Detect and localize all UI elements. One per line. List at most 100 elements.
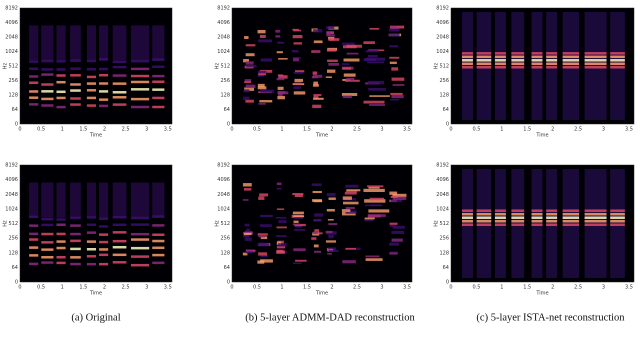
spectral-band	[313, 40, 323, 44]
spectral-band	[245, 228, 251, 233]
y-tick-label: 4096	[5, 20, 18, 26]
spectral-band	[610, 62, 625, 66]
x-tick-label: 1.5	[303, 285, 311, 291]
spectral-band	[130, 232, 150, 236]
spectral-band	[130, 216, 150, 220]
spectral-band	[328, 38, 334, 41]
y-tick-label: 256	[439, 78, 449, 84]
spectral-band	[341, 93, 358, 96]
spectral-band	[476, 216, 492, 219]
spectral-band	[277, 42, 285, 44]
y-tick-label: 1024	[436, 206, 449, 212]
spectrogram-bg	[232, 165, 412, 282]
spectral-band	[367, 214, 386, 217]
spectral-haze	[29, 182, 39, 218]
spectral-band	[494, 59, 506, 62]
spectral-band	[461, 216, 473, 219]
spectral-band	[546, 219, 558, 223]
spectral-band	[56, 246, 66, 250]
spectral-band	[276, 182, 282, 186]
spectral-band	[494, 52, 506, 55]
spectral-band	[277, 74, 284, 77]
spectral-band	[56, 74, 66, 77]
spectral-band	[152, 239, 165, 243]
y-tick-label: 2048	[217, 192, 230, 198]
spectral-band	[56, 80, 66, 84]
spectral-band	[99, 67, 109, 71]
spectral-band	[292, 262, 302, 265]
spectral-band	[29, 75, 39, 78]
spectral-band	[313, 231, 318, 234]
y-tick-label: 0	[446, 280, 449, 286]
spectral-band	[29, 224, 39, 227]
spectral-band	[259, 100, 273, 103]
spectral-haze	[112, 182, 127, 218]
spectral-band	[112, 74, 127, 77]
y-tick-label: 64	[12, 265, 18, 271]
spectral-haze	[29, 25, 39, 61]
spectral-band	[344, 191, 357, 195]
spectral-band	[99, 248, 109, 251]
spectral-band	[346, 189, 361, 192]
spectral-band	[258, 196, 265, 200]
y-axis-label: Hz	[434, 220, 440, 227]
spectral-band	[276, 226, 287, 229]
spectral-band	[295, 259, 307, 262]
spectral-band	[112, 245, 127, 249]
spectral-band	[276, 208, 285, 210]
spectral-band	[312, 190, 322, 194]
spectral-band	[313, 50, 321, 53]
spectral-band	[70, 67, 81, 70]
spectral-band	[56, 223, 66, 227]
spectral-band	[242, 199, 249, 201]
spectral-band	[70, 83, 81, 86]
spectral-band	[389, 191, 398, 195]
y-tick-label: 2048	[5, 35, 18, 41]
spectral-band	[277, 86, 284, 90]
spectral-band	[260, 58, 273, 62]
y-tick-label: 64	[224, 265, 230, 271]
spectral-band	[314, 229, 320, 233]
spectral-band	[610, 219, 625, 223]
spectral-band	[314, 213, 323, 217]
spectral-band	[258, 235, 265, 238]
x-tick-label: 1.5	[523, 285, 531, 291]
spectral-band	[494, 223, 506, 226]
spectral-band	[70, 103, 81, 106]
spectral-band	[476, 219, 492, 223]
x-tick-label: 2	[330, 127, 333, 133]
spectral-band	[293, 215, 305, 218]
spectral-band	[56, 261, 66, 265]
spectral-band	[494, 216, 506, 219]
y-tick-label: 8192	[217, 6, 230, 12]
spectral-band	[364, 219, 374, 222]
spectral-band	[531, 219, 543, 223]
spectral-band	[294, 70, 305, 73]
spectral-band	[328, 197, 336, 200]
x-tick-label: 3	[380, 285, 383, 291]
spectral-band	[494, 62, 506, 66]
spectral-band	[584, 66, 607, 69]
x-tick-label: 0.5	[253, 127, 261, 133]
x-tick-label: 1.5	[79, 285, 87, 291]
spectral-band	[29, 60, 39, 63]
spectral-band	[56, 218, 66, 221]
spectral-band	[390, 195, 398, 198]
spectral-band	[531, 216, 543, 219]
spectral-band	[476, 209, 492, 212]
spectral-band	[56, 105, 66, 109]
spectral-band	[392, 193, 407, 198]
spectral-band	[461, 223, 473, 226]
spectral-band	[389, 222, 398, 225]
spectral-band	[278, 220, 287, 223]
spectral-band	[531, 52, 543, 55]
y-tick-label: 8192	[5, 6, 18, 12]
spectral-band	[86, 59, 96, 63]
y-tick-label: 4096	[436, 20, 449, 26]
spectrogram-bg	[232, 8, 412, 124]
spectral-band	[244, 81, 252, 84]
spectral-band	[293, 86, 302, 89]
spectral-band	[70, 232, 81, 236]
spectral-band	[367, 185, 384, 188]
spectral-band	[367, 80, 384, 85]
